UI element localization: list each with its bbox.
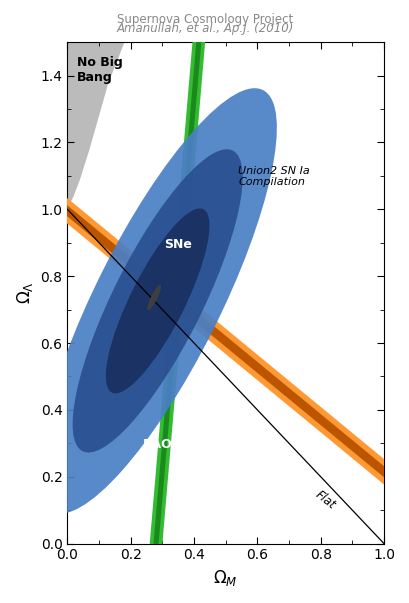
Text: BAO: BAO <box>142 438 172 452</box>
Text: SNe: SNe <box>164 238 192 251</box>
Text: No Big
Bang: No Big Bang <box>77 55 122 83</box>
Ellipse shape <box>38 88 276 514</box>
Polygon shape <box>49 195 409 501</box>
Polygon shape <box>67 42 124 209</box>
Text: Flat: Flat <box>312 488 337 512</box>
Text: CMB: CMB <box>273 417 304 430</box>
Ellipse shape <box>72 149 242 452</box>
Text: Union2 SN Ia
Compilation: Union2 SN Ia Compilation <box>238 166 309 188</box>
Polygon shape <box>148 25 206 560</box>
Polygon shape <box>152 25 202 560</box>
Text: Amanullah, et al., Ap.J. (2010): Amanullah, et al., Ap.J. (2010) <box>116 22 293 36</box>
Polygon shape <box>46 190 409 506</box>
Ellipse shape <box>147 285 161 310</box>
Text: Supernova Cosmology Project: Supernova Cosmology Project <box>117 13 292 27</box>
Y-axis label: $\Omega_\Lambda$: $\Omega_\Lambda$ <box>15 282 35 305</box>
Ellipse shape <box>106 209 209 393</box>
X-axis label: $\Omega_M$: $\Omega_M$ <box>213 568 238 588</box>
